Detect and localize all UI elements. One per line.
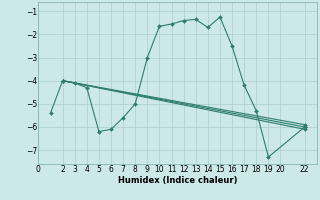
X-axis label: Humidex (Indice chaleur): Humidex (Indice chaleur) bbox=[118, 176, 237, 185]
